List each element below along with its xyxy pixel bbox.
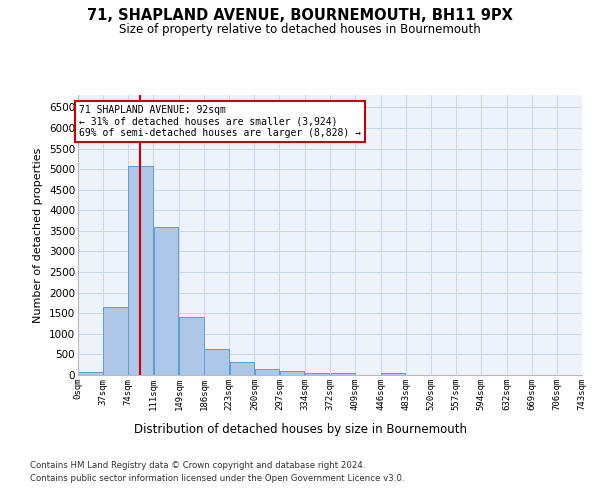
Bar bbox=[230, 362, 254, 375]
Text: Distribution of detached houses by size in Bournemouth: Distribution of detached houses by size … bbox=[133, 422, 467, 436]
Bar bbox=[305, 372, 329, 375]
Bar bbox=[254, 368, 279, 375]
Bar bbox=[331, 373, 355, 375]
Text: Size of property relative to detached houses in Bournemouth: Size of property relative to detached ho… bbox=[119, 22, 481, 36]
Text: Contains HM Land Registry data © Crown copyright and database right 2024.: Contains HM Land Registry data © Crown c… bbox=[30, 460, 365, 469]
Y-axis label: Number of detached properties: Number of detached properties bbox=[34, 148, 43, 322]
Bar bbox=[381, 373, 406, 375]
Bar bbox=[179, 316, 204, 375]
Text: Contains public sector information licensed under the Open Government Licence v3: Contains public sector information licen… bbox=[30, 474, 404, 483]
Bar bbox=[154, 227, 178, 375]
Bar bbox=[205, 349, 229, 375]
Bar bbox=[103, 308, 128, 375]
Bar bbox=[280, 371, 304, 375]
Text: 71, SHAPLAND AVENUE, BOURNEMOUTH, BH11 9PX: 71, SHAPLAND AVENUE, BOURNEMOUTH, BH11 9… bbox=[87, 8, 513, 22]
Bar bbox=[78, 372, 103, 375]
Text: 71 SHAPLAND AVENUE: 92sqm
← 31% of detached houses are smaller (3,924)
69% of se: 71 SHAPLAND AVENUE: 92sqm ← 31% of detac… bbox=[79, 106, 361, 138]
Bar bbox=[128, 166, 153, 375]
